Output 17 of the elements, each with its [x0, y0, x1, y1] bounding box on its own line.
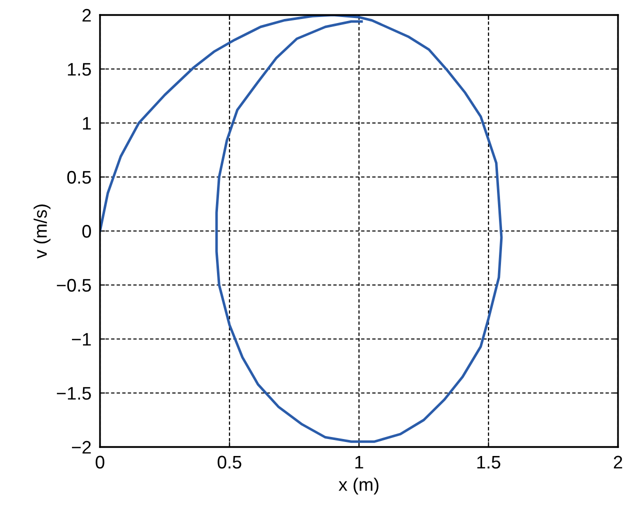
y-tick-label: 2 — [82, 8, 91, 22]
y-tick-label: 1 — [83, 117, 91, 130]
x-tick-label: 1 — [355, 456, 364, 468]
line-series — [100, 15, 503, 443]
y-tick-label: −0.5 — [56, 278, 91, 292]
y-tick-label: 0 — [82, 224, 91, 238]
x-tick-label: 1.5 — [477, 456, 500, 469]
x-tick-label: 0 — [96, 456, 104, 469]
y-axis-title: v (m/s) — [34, 204, 50, 259]
y-tick-label: 0.5 — [67, 170, 91, 184]
y-tick-label: −2 — [72, 440, 91, 454]
y-tick-label: 1.5 — [68, 63, 91, 76]
x-tick-label: 0.5 — [218, 456, 242, 469]
x-tick-label: 2 — [614, 456, 622, 468]
y-tick-label: −1 — [72, 333, 91, 346]
x-axis-title: x (m) — [338, 478, 378, 495]
y-tick-label: −1.5 — [56, 387, 91, 400]
